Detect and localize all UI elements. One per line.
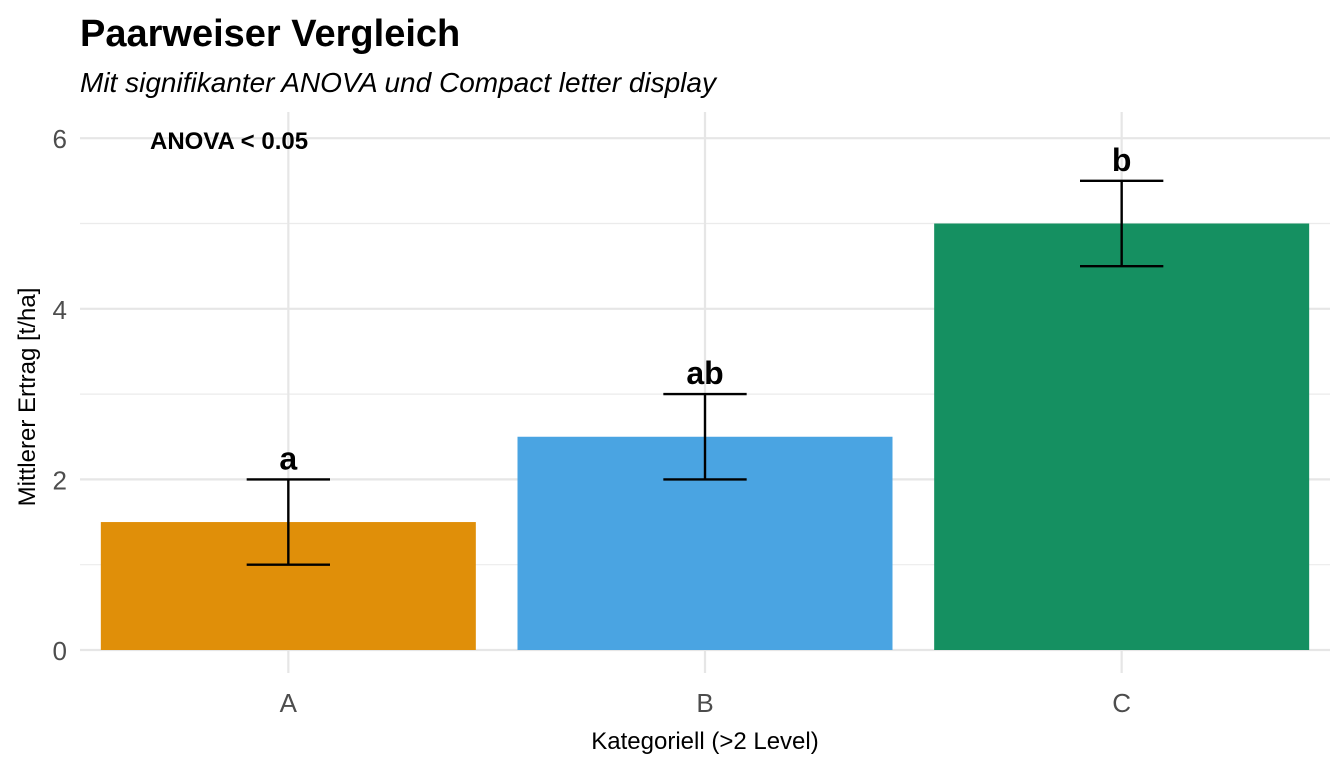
y-tick-label: 2 xyxy=(53,465,67,495)
chart-subtitle: Mit signifikanter ANOVA und Compact lett… xyxy=(80,67,718,98)
chart-title: Paarweiser Vergleich xyxy=(80,13,460,55)
y-axis-ticks: 0 2 4 6 xyxy=(53,124,67,666)
anova-annotation: ANOVA < 0.05 xyxy=(150,128,308,155)
letter-labels: a ab b xyxy=(279,142,1131,477)
letter-label-C: b xyxy=(1112,142,1132,178)
bar-C xyxy=(934,223,1310,650)
x-tick-label: A xyxy=(280,688,298,718)
y-tick-label: 4 xyxy=(53,295,67,325)
y-tick-label: 0 xyxy=(53,636,67,666)
error-bars xyxy=(246,179,1164,566)
x-axis-ticks: A B C xyxy=(280,688,1131,718)
y-tick-label: 6 xyxy=(53,124,67,154)
letter-label-B: ab xyxy=(686,355,723,391)
x-axis-title: Kategoriell (>2 Level) xyxy=(591,728,818,755)
letter-label-A: a xyxy=(279,440,297,476)
y-axis-title: Mittlerer Ertrag [t/ha] xyxy=(14,288,41,507)
x-tick-label: B xyxy=(696,688,713,718)
x-tick-label: C xyxy=(1112,688,1131,718)
